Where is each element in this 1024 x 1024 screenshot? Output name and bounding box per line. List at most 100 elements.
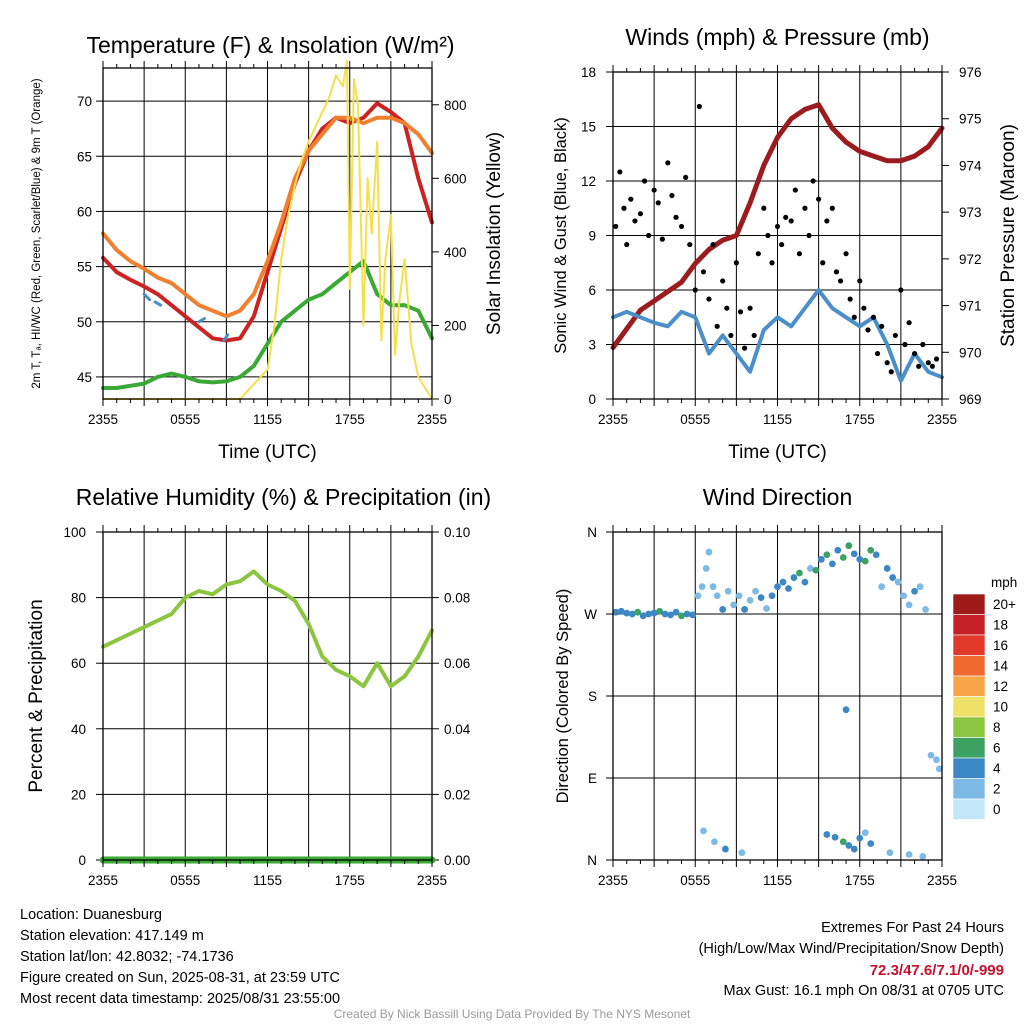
x-tick-label: 1755 (845, 873, 875, 888)
gust-point (646, 232, 652, 239)
direction-point (823, 831, 831, 838)
legend-swatch (952, 593, 986, 615)
x-tick-label: 2355 (927, 873, 957, 888)
gust-point (870, 314, 877, 320)
gust-point (706, 296, 712, 302)
gust-point (728, 332, 734, 339)
legend-label: 16 (993, 638, 1008, 653)
gust-point (720, 278, 726, 284)
gust-point (761, 205, 767, 211)
direction-point (831, 833, 839, 841)
legend-swatch (952, 655, 986, 677)
legend-label: 20+ (993, 597, 1016, 612)
direction-point (850, 550, 858, 558)
panel-4 (606, 525, 986, 867)
max-gust-text: Max Gust: 16.1 mph On 08/31 at 0705 UTC (723, 983, 1004, 999)
y2-axis-label: Station Pressure (Maroon) (998, 124, 1019, 347)
x-tick-label: 1155 (763, 873, 792, 888)
x-tick-label: 2355 (598, 412, 628, 427)
direction-point (916, 583, 924, 591)
gust-point (637, 211, 644, 217)
legend-label: 2 (993, 782, 1001, 797)
direction-point (639, 612, 647, 620)
station-info: Location: Duanesburg Station elevation: … (20, 905, 340, 1010)
gust-point (929, 363, 936, 369)
direction-point (724, 587, 732, 595)
plot-border (102, 531, 433, 861)
gust-point (673, 214, 679, 220)
y-tick-label: 60 (77, 204, 92, 219)
y2-tick-label: 0.04 (444, 722, 471, 737)
y-tick-label: 80 (71, 591, 86, 606)
direction-point (702, 565, 710, 572)
legend-swatch (952, 737, 986, 759)
y2-tick-label: 200 (444, 318, 467, 333)
y-tick-label: 15 (581, 120, 596, 135)
gust-point (769, 260, 775, 266)
gust-point (687, 241, 693, 248)
y-axis-label: Percent & Precipitation (26, 599, 47, 792)
legend-swatch (952, 778, 986, 800)
gust-point (920, 341, 926, 348)
legend-label: 8 (993, 720, 1001, 735)
x-tick-label: 1755 (335, 873, 365, 888)
direction-point (623, 609, 631, 617)
y2-tick-label: 972 (959, 252, 982, 267)
x-tick-label: 2355 (927, 412, 957, 427)
gust-point (824, 218, 830, 224)
direction-point (768, 592, 776, 600)
direction-point (812, 566, 820, 574)
gust-point (906, 320, 912, 326)
y-tick-label: E (588, 771, 597, 786)
y2-tick-label: 0.00 (444, 853, 470, 868)
direction-point (738, 849, 746, 857)
direction-point (878, 583, 886, 591)
gust-point (796, 251, 803, 257)
series-hiwc (197, 317, 206, 324)
y2-tick-label: 800 (444, 98, 467, 113)
x-axis-label: Time (UTC) (728, 442, 827, 463)
series-line-2 (101, 259, 434, 390)
x-tick-label: 1755 (335, 412, 365, 427)
direction-point (834, 546, 842, 554)
direction-point (790, 574, 798, 581)
direction-point (698, 583, 706, 591)
direction-point (722, 845, 729, 853)
direction-point (700, 827, 707, 835)
gust-point (879, 323, 885, 329)
legend-swatch (952, 634, 986, 656)
direction-point (628, 610, 636, 618)
direction-point (861, 829, 869, 837)
y2-tick-label: 0.06 (444, 656, 470, 671)
gust-point (747, 305, 753, 311)
direction-point (905, 601, 913, 609)
y-tick-label: 12 (581, 174, 596, 189)
gust-point (755, 251, 761, 257)
gust-point (898, 287, 904, 293)
gust-point (621, 205, 627, 211)
direction-point (850, 845, 858, 853)
chart-title: Winds (mph) & Pressure (mb) (625, 24, 929, 50)
legend-swatch (952, 696, 986, 718)
gust-point (714, 323, 720, 329)
gust-point (810, 178, 816, 184)
x-tick-label: 1155 (253, 873, 282, 888)
gust-point (774, 223, 781, 230)
credit-text: Created By Nick Bassill Using Data Provi… (333, 1007, 691, 1021)
y2-tick-label: 976 (959, 65, 982, 80)
direction-point (933, 756, 940, 764)
gust-point (792, 187, 798, 193)
direction-point (856, 834, 864, 842)
y-tick-label: S (588, 689, 597, 704)
gust-point (692, 287, 698, 293)
direction-point (867, 840, 875, 847)
extremes-subtitle: (High/Low/Max Wind/Precipitation/Snow De… (698, 941, 1004, 957)
gust-point (683, 174, 689, 180)
direction-point (905, 851, 913, 858)
x-tick-label: 1155 (253, 412, 282, 427)
gust-point (765, 232, 771, 239)
plot-border (612, 531, 943, 861)
x-tick-label: 0555 (170, 412, 200, 427)
direction-point (845, 542, 853, 550)
